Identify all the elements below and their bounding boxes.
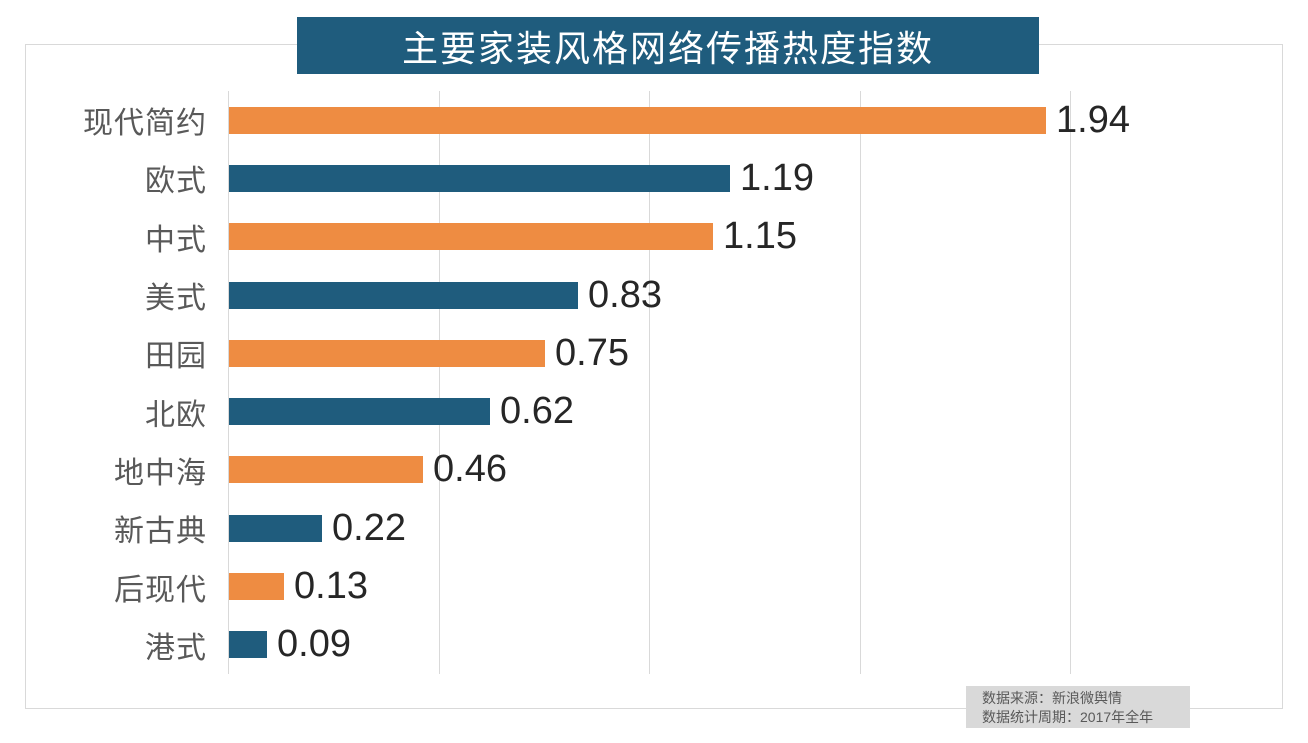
- bar-row: 北欧 0.62: [0, 383, 1308, 441]
- bar-row: 地中海 0.46: [0, 441, 1308, 499]
- source-note: 数据来源：新浪微舆情 数据统计周期：2017年全年: [966, 686, 1190, 728]
- value-label: 0.46: [433, 448, 507, 491]
- category-label: 田园: [145, 340, 207, 374]
- value-label: 0.13: [294, 565, 368, 608]
- bar: [229, 514, 322, 542]
- category-label: 北欧: [145, 398, 207, 432]
- bar-row: 中式 1.15: [0, 208, 1308, 266]
- bar: [229, 456, 423, 484]
- category-label: 港式: [145, 631, 207, 665]
- plot-area: [228, 91, 1071, 674]
- category-label: 现代简约: [83, 107, 207, 141]
- value-label: 0.75: [555, 331, 629, 374]
- chart-title-banner: 主要家装风格网络传播热度指数: [297, 17, 1039, 74]
- bar: [229, 281, 578, 309]
- value-label: 1.19: [740, 156, 814, 199]
- bar: [229, 223, 713, 251]
- bar: [229, 631, 267, 659]
- bar-row: 后现代 0.13: [0, 557, 1308, 615]
- gridline-x-1.5: [860, 91, 861, 674]
- category-label: 美式: [145, 282, 207, 316]
- bar-row: 现代简约 1.94: [0, 91, 1308, 149]
- gridline-x-0.5: [439, 91, 440, 674]
- category-label: 地中海: [114, 456, 207, 490]
- gridline-x-0: [228, 91, 229, 674]
- value-label: 0.62: [500, 390, 574, 433]
- bar: [229, 339, 545, 367]
- bar-row: 美式 0.83: [0, 266, 1308, 324]
- bar-row: 田园 0.75: [0, 324, 1308, 382]
- value-label: 0.83: [588, 273, 662, 316]
- gridline-x-1: [649, 91, 650, 674]
- category-label: 新古典: [114, 515, 207, 549]
- bar: [229, 164, 730, 192]
- bar: [229, 573, 284, 601]
- chart-title: 主要家装风格网络传播热度指数: [401, 27, 934, 69]
- value-label: 0.22: [332, 506, 406, 549]
- value-label: 1.94: [1056, 98, 1130, 141]
- value-label: 0.09: [277, 623, 351, 666]
- bar-row: 欧式 1.19: [0, 149, 1308, 207]
- bar: [229, 106, 1046, 134]
- period-line: 数据统计周期：2017年全年: [982, 709, 1154, 725]
- category-label: 中式: [145, 223, 207, 257]
- bar-row: 港式 0.09: [0, 616, 1308, 674]
- value-label: 1.15: [723, 215, 797, 258]
- bar: [229, 398, 490, 426]
- bar-row: 新古典 0.22: [0, 499, 1308, 557]
- category-label: 后现代: [114, 573, 207, 607]
- gridline-x-2: [1070, 91, 1071, 674]
- category-label: 欧式: [145, 165, 207, 199]
- source-line: 数据来源：新浪微舆情: [982, 690, 1122, 706]
